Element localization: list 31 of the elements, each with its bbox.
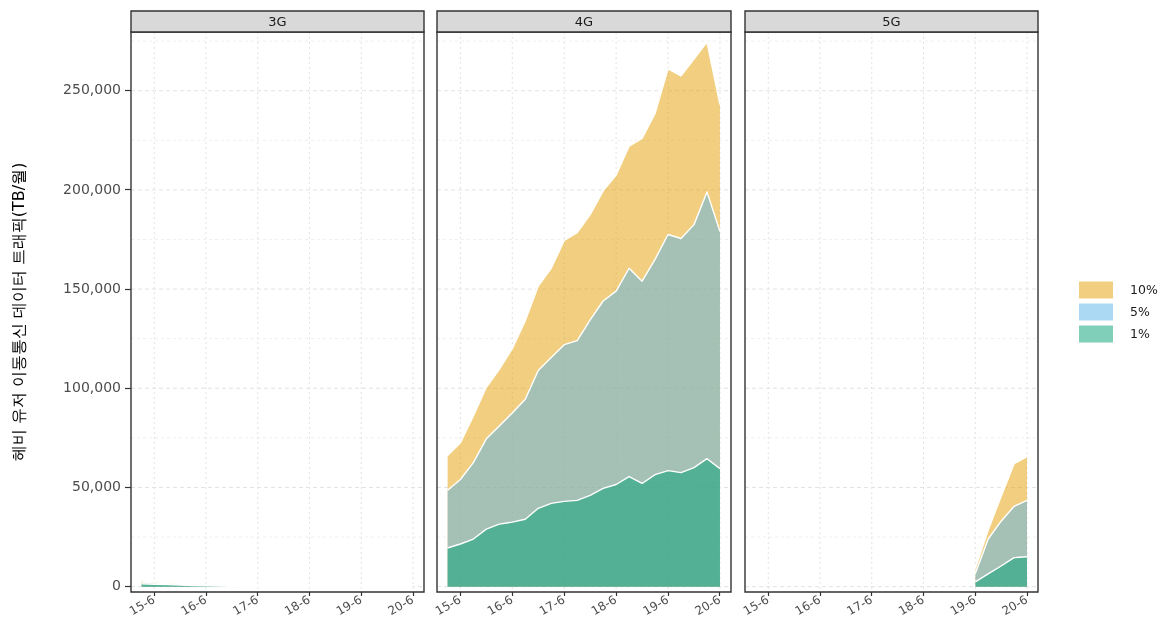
y-tick-label: 0 [112,577,121,594]
x-tick-label: 20-6 [692,592,724,618]
x-tick-label: 20-6 [385,592,417,618]
x-tick-label: 16-6 [484,592,516,618]
x-tick-label: 18-6 [282,592,313,618]
legend-label: 1% [1130,326,1150,342]
x-tick-label: 20-6 [999,592,1031,618]
x-tick-label: 18-6 [896,592,927,618]
x-tick-label: 19-6 [640,592,672,618]
y-tick-label: 100,000 [63,378,121,395]
x-tick-label: 16-6 [792,592,824,618]
x-tick-label: 15-6 [740,592,772,618]
x-tick-label: 19-6 [333,592,365,618]
y-axis-title: 헤비 유저 이동통신 데이터 트래픽(TB/월) [8,162,28,462]
y-tick-label: 150,000 [63,279,121,296]
y-tick-label: 50,000 [72,478,121,495]
chart-title: 4G [574,13,594,29]
x-tick-label: 17-6 [844,592,875,618]
chart-title: 5G [882,13,901,29]
chart-title: 3G [268,13,287,29]
legend-label: 10% [1130,282,1158,298]
x-tick-label: 17-6 [230,592,261,618]
x-tick-label: 19-6 [947,592,979,618]
x-tick-label: 15-6 [126,592,158,618]
x-tick-label: 17-6 [536,592,568,618]
y-tick-label: 200,000 [63,180,121,197]
x-tick-label: 18-6 [588,592,620,618]
legend-label: 5% [1130,304,1150,320]
x-tick-label: 15-6 [432,592,464,618]
x-tick-label: 16-6 [178,592,210,618]
y-tick-label: 250,000 [63,81,121,98]
